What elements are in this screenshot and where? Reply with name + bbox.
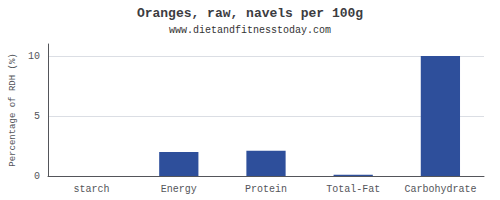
- svg-text:www.dietandfitnesstoday.com: www.dietandfitnesstoday.com: [169, 25, 331, 36]
- svg-text:starch: starch: [74, 184, 110, 195]
- svg-text:5: 5: [34, 111, 40, 122]
- svg-text:Carbohydrate: Carbohydrate: [404, 184, 476, 195]
- svg-text:Oranges, raw, navels per 100g: Oranges, raw, navels per 100g: [137, 6, 363, 21]
- svg-text:Protein: Protein: [245, 184, 287, 195]
- svg-text:Energy: Energy: [161, 184, 197, 195]
- svg-text:Percentage of RDH (%): Percentage of RDH (%): [8, 53, 18, 166]
- svg-text:0: 0: [34, 171, 40, 182]
- svg-text:Total-Fat: Total-Fat: [326, 184, 380, 195]
- svg-text:10: 10: [28, 51, 40, 62]
